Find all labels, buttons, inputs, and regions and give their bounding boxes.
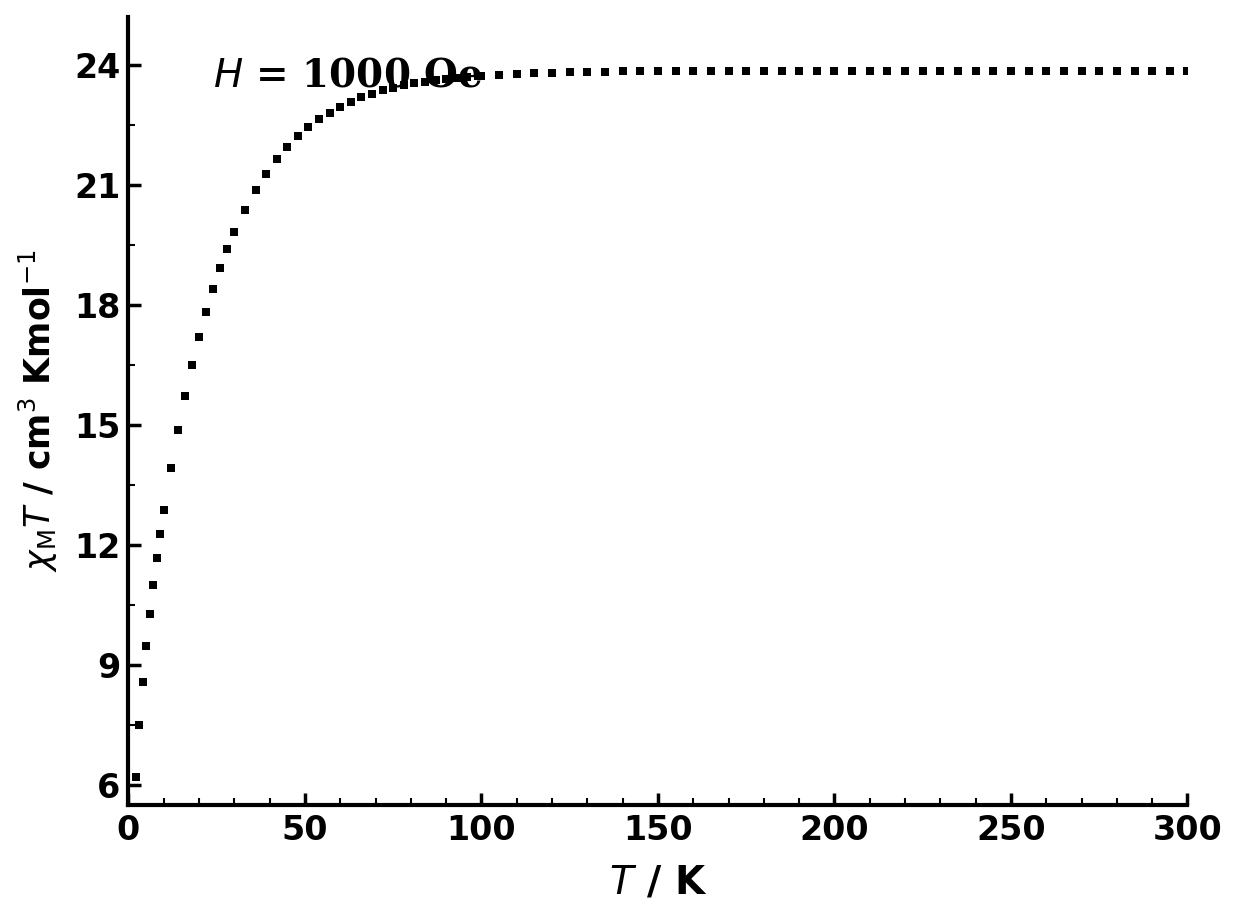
Y-axis label: $\chi_{\rm M}\mathit{T}$ / cm$^3$ Kmol$^{-1}$: $\chi_{\rm M}\mathit{T}$ / cm$^3$ Kmol$^… [16,250,59,572]
Text: $\mathit{H}$ = 1000 Oe: $\mathit{H}$ = 1000 Oe [213,56,482,95]
X-axis label: $\mathit{T}$ / K: $\mathit{T}$ / K [608,863,707,901]
